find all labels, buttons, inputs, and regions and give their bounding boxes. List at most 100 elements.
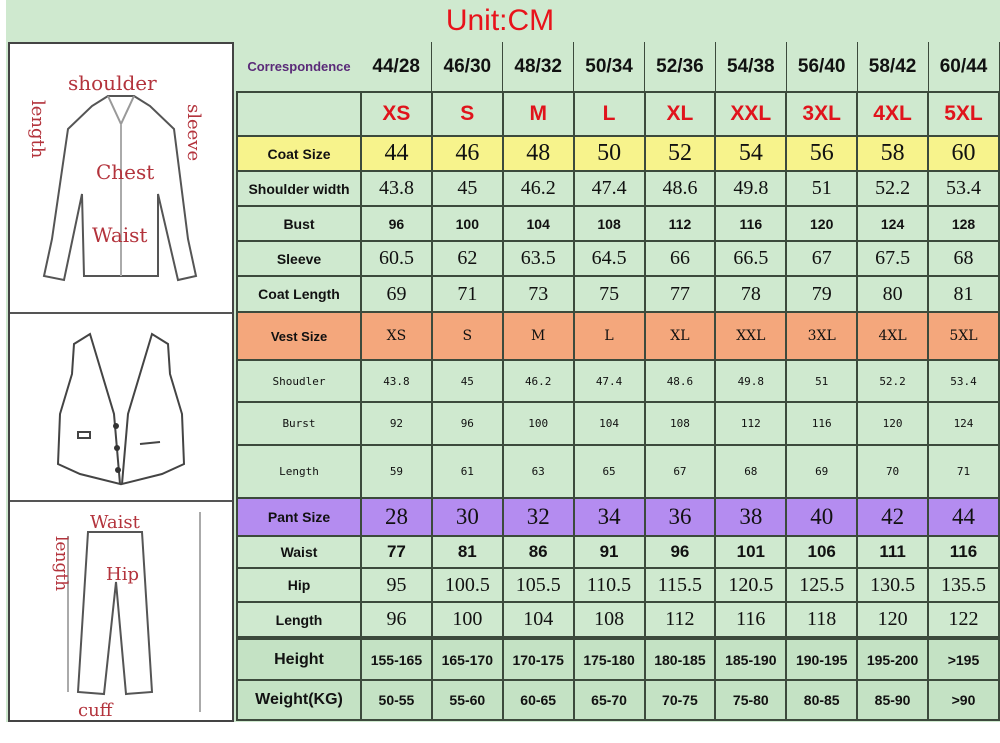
row-label: Shoulder width: [236, 170, 362, 207]
table-cell: 112: [643, 205, 717, 242]
table-cell: 80-85: [785, 679, 859, 721]
table-cell: 105.5: [501, 567, 575, 603]
table-cell: M: [501, 91, 575, 137]
table-cell: 81: [430, 535, 504, 569]
table-cell: 48.6: [643, 170, 717, 207]
table-cell: 120.5: [714, 567, 788, 603]
table-cell: 120: [856, 401, 929, 446]
table-cell: 52.2: [856, 170, 929, 207]
table-cell: 34: [572, 497, 646, 537]
table-cell: 44: [927, 497, 1000, 537]
table-cell: 69: [360, 275, 433, 313]
table-cell: 59: [360, 444, 433, 499]
table-cell: 65-70: [572, 679, 646, 721]
table-row: Weight(KG) 50-55 55-60 60-65 65-70 70-75 75-80…: [236, 679, 1000, 721]
table-cell: 51: [785, 170, 859, 207]
table-cell: 96: [360, 205, 433, 242]
table-row: Length 96 100 104 108 112 116 118 120 122: [236, 601, 1000, 639]
table-cell: 32: [501, 497, 575, 537]
length-label: length: [27, 100, 48, 159]
table-cell: 63: [501, 444, 575, 499]
table-cell: 165-170: [430, 636, 504, 681]
table-row: Coat Length 69 71 73 75 77 78 79 80 81: [236, 275, 1000, 313]
table-cell: 96: [643, 535, 717, 569]
table-cell: 66.5: [714, 240, 788, 277]
table-cell: 91: [572, 535, 646, 569]
table-cell: 52: [643, 135, 717, 172]
waist-label: Waist: [92, 223, 147, 247]
pants-length-label: length: [51, 536, 71, 591]
table-row: Length 59 61 63 65 67 68 69 70 71: [236, 444, 1000, 499]
table-cell: 78: [714, 275, 788, 313]
table-cell: 112: [643, 601, 717, 639]
table-cell: 104: [501, 601, 575, 639]
table-cell: 46.2: [501, 170, 575, 207]
table-cell: 120: [856, 601, 929, 639]
table-cell: 195-200: [856, 636, 929, 681]
table-cell: 118: [785, 601, 859, 639]
table-cell: 75-80: [714, 679, 788, 721]
row-label: Shoudler: [236, 359, 362, 403]
table-cell: 60: [927, 135, 1000, 172]
table-cell: 108: [572, 205, 646, 242]
table-cell: 36: [643, 497, 717, 537]
table-cell: 100: [430, 205, 504, 242]
table-cell: 116: [714, 601, 788, 639]
table-cell: 116: [785, 401, 859, 446]
table-cell: 180-185: [643, 636, 717, 681]
table-cell: 190-195: [785, 636, 859, 681]
vest-illustration: [10, 314, 232, 502]
table-row: Hip 95 100.5 105.5 110.5 115.5 120.5 125.5 130.5…: [236, 567, 1000, 603]
table-cell: 63.5: [501, 240, 575, 277]
table-cell: XXL: [714, 91, 788, 137]
table-cell: 86: [501, 535, 575, 569]
table-cell: XXL: [714, 311, 788, 361]
table-cell: 60-65: [501, 679, 575, 721]
table-cell: S: [430, 311, 504, 361]
table-cell: 55-60: [430, 679, 504, 721]
row-label: Waist: [236, 535, 362, 569]
table-cell: XS: [360, 91, 433, 137]
row-label: Burst: [236, 401, 362, 446]
table-row: Pant Size 28 30 32 34 36 38 40 42 44: [236, 497, 1000, 537]
table-cell: 66: [643, 240, 717, 277]
table-cell: 40: [785, 497, 859, 537]
table-cell: 81: [927, 275, 1000, 313]
table-cell: 79: [785, 275, 859, 313]
table-cell: 50/34: [573, 42, 645, 93]
table-row: Shoudler 43.8 45 46.2 47.4 48.6 49.8 51 52.2 53.4: [236, 359, 1000, 403]
table-cell: 48: [501, 135, 575, 172]
row-label: Length: [236, 444, 362, 499]
table-cell: 92: [360, 401, 433, 446]
table-cell: XL: [643, 91, 717, 137]
table-cell: 104: [572, 401, 646, 446]
table-cell: 58/42: [857, 42, 929, 93]
table-cell: >195: [927, 636, 1000, 681]
table-cell: 112: [714, 401, 788, 446]
table-cell: 130.5: [856, 567, 929, 603]
table-cell: 170-175: [501, 636, 575, 681]
table-cell: 110.5: [572, 567, 646, 603]
table-cell: 43.8: [360, 170, 433, 207]
table-cell: 56/40: [786, 42, 858, 93]
table-cell: S: [430, 91, 504, 137]
table-cell: 4XL: [856, 311, 929, 361]
table-cell: L: [572, 91, 646, 137]
row-label: Sleeve: [236, 240, 362, 277]
row-label: Height: [236, 636, 362, 681]
table-cell: 53.4: [927, 170, 1000, 207]
row-label: Length: [236, 601, 362, 639]
table-cell: 70: [856, 444, 929, 499]
table-cell: 175-180: [572, 636, 646, 681]
table-cell: 50: [572, 135, 646, 172]
table-cell: 64.5: [572, 240, 646, 277]
unit-title: Unit:CM: [445, 4, 555, 37]
table-cell: 47.4: [572, 170, 646, 207]
table-cell: 49.8: [714, 359, 788, 403]
table-cell: 73: [501, 275, 575, 313]
pants-illustration: Waist Hip cuff length: [10, 502, 232, 721]
table-cell: 100: [430, 601, 504, 639]
table-cell: 106: [785, 535, 859, 569]
table-row: XS S M L XL XXL 3XL 4XL 5XL: [236, 91, 1000, 137]
table-cell: 71: [927, 444, 1000, 499]
